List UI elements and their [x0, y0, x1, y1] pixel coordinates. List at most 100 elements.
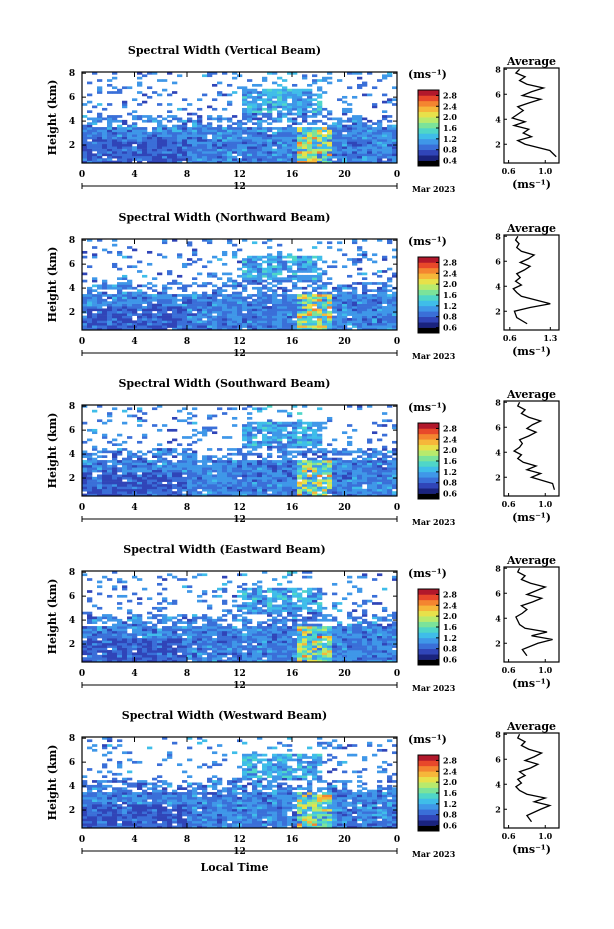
- heatmap-cell: [167, 484, 173, 487]
- heatmap-cell: [122, 594, 128, 598]
- heatmap-cell: [277, 320, 283, 324]
- heatmap-cell: [92, 476, 98, 480]
- heatmap-cell: [362, 155, 368, 159]
- heatmap-cell: [192, 657, 198, 660]
- heatmap-cell: [257, 146, 263, 149]
- heatmap-cell: [327, 148, 333, 152]
- heatmap-cell: [332, 448, 338, 451]
- heatmap-cell: [137, 72, 143, 75]
- heatmap-cell: [177, 635, 183, 639]
- heatmap-cell: [257, 158, 263, 161]
- heatmap-cell: [157, 103, 163, 106]
- heatmap-cell: [162, 129, 168, 133]
- heatmap-cell: [322, 296, 328, 300]
- heatmap-cell: [272, 431, 278, 435]
- heatmap-cell: [282, 291, 288, 295]
- heatmap-cell: [247, 460, 253, 463]
- heatmap-cell: [122, 628, 128, 632]
- heatmap-cell: [117, 647, 123, 651]
- heatmap-cell: [182, 315, 188, 319]
- heatmap-cell: [122, 642, 128, 646]
- heatmap-cell: [82, 635, 88, 639]
- heatmap-cell: [222, 308, 228, 312]
- heatmap-cell: [272, 277, 278, 281]
- heatmap-cell: [292, 155, 298, 159]
- heatmap-cell: [322, 107, 328, 111]
- heatmap-cell: [312, 115, 318, 118]
- heatmap-cell: [297, 279, 303, 283]
- heatmap-cell: [382, 474, 388, 478]
- heatmap-cell: [117, 148, 123, 152]
- heatmap-cell: [377, 469, 383, 473]
- heatmap-cell: [127, 407, 133, 411]
- heatmap-cell: [337, 472, 343, 475]
- heatmap-cell: [257, 98, 263, 102]
- heatmap-cell: [377, 308, 383, 312]
- heatmap-cell: [362, 322, 368, 326]
- heatmap-cell: [247, 315, 253, 319]
- heatmap-cell: [302, 88, 308, 92]
- heatmap-cell: [247, 301, 253, 304]
- heatmap-cell: [217, 93, 223, 97]
- heatmap-cell: [127, 457, 133, 461]
- heatmap-cell: [142, 626, 148, 629]
- heatmap-cell: [157, 448, 163, 451]
- heatmap-cell: [97, 659, 103, 663]
- heatmap-cell: [92, 277, 98, 281]
- heatmap-cell: [372, 143, 378, 147]
- heatmap-cell: [187, 318, 193, 321]
- heatmap-cell: [127, 647, 133, 651]
- heatmap-cell: [107, 659, 113, 663]
- heatmap-cell: [322, 460, 328, 463]
- heatmap-cell: [102, 491, 108, 494]
- average-y-tick-label: 6: [495, 89, 501, 99]
- heatmap-cell: [232, 127, 238, 130]
- heatmap-cell: [117, 469, 123, 473]
- heatmap-cell: [132, 575, 138, 579]
- heatmap-cell: [332, 289, 338, 292]
- heatmap-cell: [387, 294, 393, 297]
- heatmap-cell: [247, 143, 253, 147]
- heatmap-cell: [207, 303, 213, 307]
- heatmap-cell: [112, 239, 118, 242]
- heatmap-cell: [162, 479, 168, 482]
- heatmap-cell: [222, 654, 228, 658]
- heatmap-cell: [242, 155, 248, 159]
- heatmap-cell: [257, 431, 263, 435]
- heatmap-cell: [102, 455, 108, 458]
- heatmap-cell: [352, 472, 358, 475]
- heatmap-cell: [367, 440, 373, 444]
- heatmap-cell: [242, 445, 248, 449]
- heatmap-cell: [242, 452, 248, 456]
- heatmap-cell: [147, 469, 153, 473]
- heatmap-cell: [302, 322, 308, 326]
- heatmap-cell: [302, 327, 308, 331]
- heatmap-cell: [102, 291, 108, 295]
- heatmap-cell: [277, 428, 283, 432]
- heatmap-cell: [287, 440, 293, 444]
- heatmap-cell: [207, 131, 213, 135]
- heatmap-cell: [387, 277, 393, 281]
- heatmap-cell: [222, 306, 228, 309]
- heatmap-cell: [387, 467, 393, 470]
- heatmap-cell: [217, 294, 223, 297]
- heatmap-cell: [137, 143, 143, 147]
- heatmap-cell: [297, 95, 303, 99]
- heatmap-cell: [157, 141, 163, 145]
- heatmap-cell: [252, 310, 258, 314]
- heatmap-cell: [302, 127, 308, 130]
- heatmap-cell: [157, 148, 163, 152]
- heatmap-cell: [187, 313, 193, 316]
- heatmap-cell: [97, 405, 103, 408]
- heatmap-cell: [142, 327, 148, 331]
- heatmap-cell: [232, 148, 238, 152]
- heatmap-cell: [267, 445, 273, 449]
- heatmap-cell: [292, 277, 298, 281]
- heatmap-cell: [172, 623, 178, 627]
- heatmap-cell: [377, 438, 383, 442]
- heatmap-cell: [322, 270, 328, 273]
- heatmap-cell: [162, 239, 168, 242]
- heatmap-cell: [257, 486, 263, 490]
- heatmap-cell: [107, 440, 113, 444]
- heatmap-cell: [262, 274, 268, 278]
